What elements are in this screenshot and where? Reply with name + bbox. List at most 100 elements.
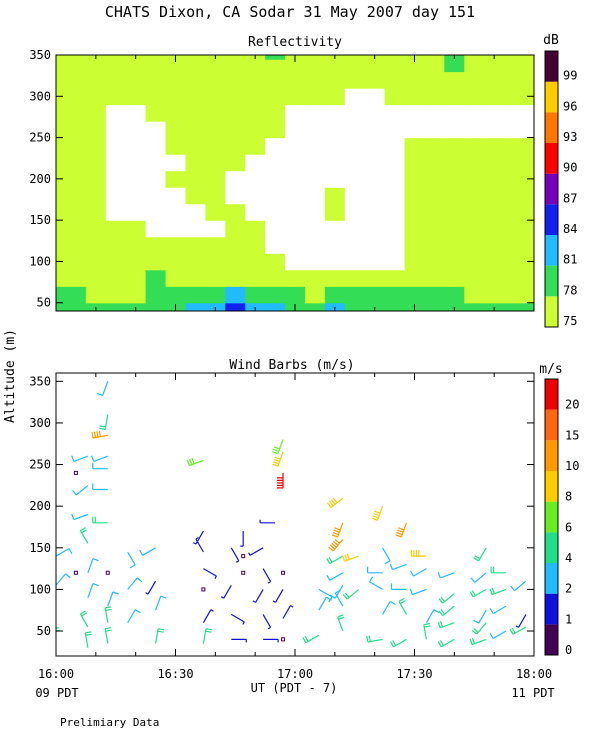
reflectivity-cell bbox=[504, 220, 525, 238]
wind-barb bbox=[342, 588, 360, 600]
reflectivity-cell bbox=[245, 71, 266, 89]
reflectivity-cell bbox=[185, 302, 206, 311]
wind-axes: 50 100 150 200 250 300 350 16:00 16:30 17:00 17:30… bbox=[29, 373, 552, 681]
wind-barb bbox=[248, 547, 264, 556]
reflectivity-cell bbox=[205, 88, 226, 106]
wind-colorbar-label: 6 bbox=[565, 520, 572, 534]
reflectivity-cell bbox=[384, 187, 406, 205]
reflectivity-cell bbox=[65, 220, 87, 238]
wind-barb bbox=[262, 614, 272, 630]
reflectivity-cell bbox=[384, 121, 406, 139]
reflectivity-cell bbox=[165, 137, 187, 155]
reflectivity-cell bbox=[484, 137, 505, 155]
time-tick-label: 18:00 bbox=[516, 667, 552, 681]
reflectivity-cell bbox=[85, 269, 107, 287]
wind-barb bbox=[87, 583, 99, 598]
reflectivity-cell bbox=[364, 220, 386, 238]
reflectivity-cell bbox=[65, 203, 87, 221]
reflectivity-cell bbox=[65, 104, 87, 122]
reflectivity-cell bbox=[424, 187, 445, 205]
reflectivity-cell bbox=[56, 71, 67, 89]
reflectivity-cell bbox=[424, 236, 445, 254]
wind-barb bbox=[71, 455, 89, 462]
reflectivity-cell bbox=[304, 302, 326, 311]
reflectivity-cell bbox=[484, 220, 505, 238]
reflectivity-cell bbox=[464, 170, 485, 188]
wind-barb bbox=[92, 516, 108, 524]
reflectivity-cell bbox=[344, 203, 366, 221]
reflectivity-cell bbox=[344, 88, 366, 106]
reflectivity-cell bbox=[265, 137, 286, 155]
reflectivity-cell bbox=[484, 88, 505, 106]
reflectivity-cell bbox=[265, 154, 286, 172]
reflectivity-cell bbox=[464, 236, 485, 254]
reflectivity-cell bbox=[444, 253, 465, 271]
reflectivity-cell bbox=[524, 203, 534, 221]
reflectivity-cell bbox=[145, 253, 167, 271]
reflectivity-cell bbox=[524, 302, 534, 311]
reflectivity-cell bbox=[145, 104, 167, 122]
reflectivity-cell bbox=[304, 286, 326, 304]
wind-colorbar-swatch bbox=[545, 563, 558, 594]
wind-barb bbox=[107, 591, 119, 607]
reflectivity-cell bbox=[205, 286, 226, 304]
reflectivity-cell bbox=[404, 170, 426, 188]
reflectivity-colorbar-label: 75 bbox=[563, 314, 577, 328]
wind-y-tick-label: 200 bbox=[29, 499, 51, 513]
reflectivity-cell bbox=[504, 59, 525, 73]
reflectivity-cell bbox=[145, 220, 167, 238]
reflectivity-cell bbox=[524, 187, 534, 205]
reflectivity-cell bbox=[185, 286, 206, 304]
reflectivity-cell bbox=[504, 253, 525, 271]
wind-barb bbox=[272, 451, 284, 467]
reflectivity-cell bbox=[464, 286, 485, 304]
reflectivity-cell bbox=[105, 269, 127, 287]
wind-barb bbox=[202, 628, 213, 644]
reflectivity-cell bbox=[225, 55, 246, 60]
wind-barb bbox=[515, 614, 527, 628]
reflectivity-cell bbox=[464, 253, 485, 271]
wind-barb bbox=[509, 626, 527, 635]
calm-wind-marker bbox=[73, 470, 78, 475]
wind-barb bbox=[71, 513, 89, 521]
reflectivity-cell bbox=[145, 302, 167, 311]
reflectivity-cell bbox=[65, 269, 87, 287]
reflectivity-cell bbox=[324, 220, 346, 238]
reflectivity-cell bbox=[364, 203, 386, 221]
reflectivity-cell bbox=[105, 220, 127, 238]
reflectivity-cell bbox=[205, 137, 226, 155]
reflectivity-colorbar-label: 99 bbox=[563, 69, 577, 83]
reflectivity-cell bbox=[145, 269, 167, 287]
reflectivity-cell bbox=[444, 302, 465, 311]
reflectivity-cell bbox=[285, 253, 306, 271]
reflectivity-colorbar-swatch bbox=[545, 296, 558, 327]
reflectivity-cell bbox=[304, 203, 326, 221]
reflectivity-cell bbox=[304, 71, 326, 89]
wind-colorbar-unit: m/s bbox=[539, 362, 562, 377]
wind-barb bbox=[395, 522, 408, 538]
reflectivity-cell bbox=[424, 55, 445, 60]
reflectivity-cell bbox=[65, 88, 87, 106]
wind-barb bbox=[231, 638, 247, 643]
wind-barb bbox=[139, 547, 156, 556]
reflectivity-cell bbox=[364, 59, 386, 73]
reflectivity-cell bbox=[65, 59, 87, 73]
reflectivity-cell bbox=[285, 220, 306, 238]
reflectivity-cell bbox=[304, 137, 326, 155]
wind-barb bbox=[262, 568, 272, 584]
reflectivity-cell bbox=[344, 55, 366, 60]
wind-barb bbox=[259, 519, 276, 524]
reflectivity-cell bbox=[265, 253, 286, 271]
wind-barb bbox=[473, 609, 487, 624]
time-tick-label: 16:30 bbox=[157, 667, 193, 681]
reflectivity-cell bbox=[444, 170, 465, 188]
calm-wind-marker bbox=[241, 554, 246, 559]
reflectivity-cell bbox=[344, 154, 366, 172]
wind-barb-field bbox=[56, 381, 527, 648]
reflectivity-cell bbox=[364, 253, 386, 271]
reflectivity-cell bbox=[484, 269, 505, 287]
reflectivity-cell bbox=[424, 253, 445, 271]
reflectivity-cell bbox=[205, 253, 226, 271]
reflectivity-cell bbox=[245, 220, 266, 238]
reflectivity-cell bbox=[65, 187, 87, 205]
